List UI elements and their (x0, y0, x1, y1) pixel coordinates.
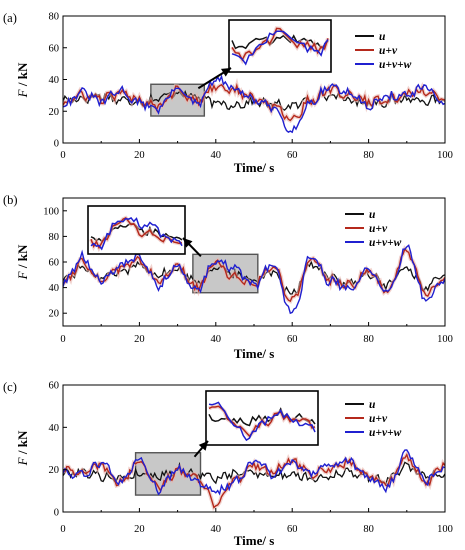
panel-1: (a) 0 20 40 60 80 100 0 20 40 60 80 Time/ s F / kN u u+… (3, 11, 453, 175)
series-line-u-v-w (63, 74, 445, 134)
legend-label: u+v (369, 223, 388, 235)
y-tick-label: 40 (49, 283, 60, 294)
x-tick-label: 60 (287, 524, 298, 535)
y-tick-label: 100 (43, 206, 59, 217)
series-line-u-v-w (63, 244, 445, 315)
legend-label: u+v+w (369, 237, 402, 249)
panel-label: (b) (3, 193, 18, 207)
legend-label: u (369, 209, 376, 221)
x-tick-label: 80 (363, 524, 374, 535)
y-tick-label: 60 (49, 43, 60, 54)
x-tick-label: 0 (60, 334, 65, 345)
y-tick-label: 0 (54, 508, 59, 519)
x-tick-label: 60 (287, 150, 298, 161)
legend: u u+v u+v+w (345, 399, 402, 439)
legend-label: u (379, 31, 386, 43)
inset-series (89, 215, 183, 253)
legend-label: u+v+w (379, 59, 412, 71)
arrow-head-icon (183, 238, 193, 248)
arrow-head-icon (220, 68, 231, 77)
legend-label: u+v+w (369, 427, 402, 439)
inset-series (230, 26, 330, 66)
x-axis-label: Time/ s (234, 533, 275, 548)
y-tick-label: 80 (49, 12, 60, 23)
y-tick-label: 20 (49, 107, 60, 118)
series-line-u-v-w (63, 449, 445, 496)
x-tick-label: 20 (134, 334, 145, 345)
y-axis-label: F / kN (15, 244, 30, 280)
x-tick-label: 40 (211, 150, 222, 161)
y-tick-label: 20 (49, 309, 60, 320)
x-tick-label: 60 (287, 334, 298, 345)
x-tick-label: 40 (211, 524, 222, 535)
x-tick-label: 80 (363, 150, 374, 161)
inset-series (208, 401, 316, 442)
x-axis-label: Time/ s (234, 160, 275, 175)
series-group (63, 244, 445, 315)
x-tick-label: 100 (437, 334, 453, 345)
y-tick-label: 60 (49, 381, 60, 392)
legend-label: u (369, 399, 376, 411)
x-axis-label: Time/ s (234, 346, 275, 361)
series-line-u-v (63, 82, 445, 122)
series-line-u-v (63, 452, 445, 509)
arrow-head-icon (198, 441, 208, 451)
y-axis-label: F / kN (15, 430, 30, 466)
legend: u u+v u+v+w (355, 31, 412, 71)
x-tick-label: 0 (60, 524, 65, 535)
legend-label: u+v (369, 413, 388, 425)
panel-label: (a) (3, 11, 17, 25)
x-tick-label: 100 (437, 524, 453, 535)
x-tick-label: 40 (211, 334, 222, 345)
y-tick-label: 80 (49, 232, 60, 243)
x-tick-label: 80 (363, 334, 374, 345)
legend: u u+v u+v+w (345, 209, 402, 249)
y-tick-label: 40 (49, 75, 60, 86)
series-group (63, 449, 445, 511)
series-group (63, 74, 445, 134)
y-axis-label: F / kN (15, 62, 30, 98)
y-tick-label: 40 (49, 423, 60, 434)
series-line-u-v (63, 247, 445, 303)
x-tick-label: 0 (60, 150, 65, 161)
y-tick-label: 60 (49, 258, 60, 269)
x-tick-label: 20 (134, 524, 145, 535)
x-tick-label: 20 (134, 150, 145, 161)
x-tick-label: 100 (437, 150, 453, 161)
y-tick-label: 20 (49, 465, 60, 476)
y-tick-label: 0 (54, 139, 59, 150)
legend-label: u+v (379, 45, 398, 57)
panel-2: (b) 0 20 40 60 80 100 20 40 60 80 100 Time/ s F / kN u… (3, 193, 453, 361)
panel-label: (c) (3, 380, 17, 394)
